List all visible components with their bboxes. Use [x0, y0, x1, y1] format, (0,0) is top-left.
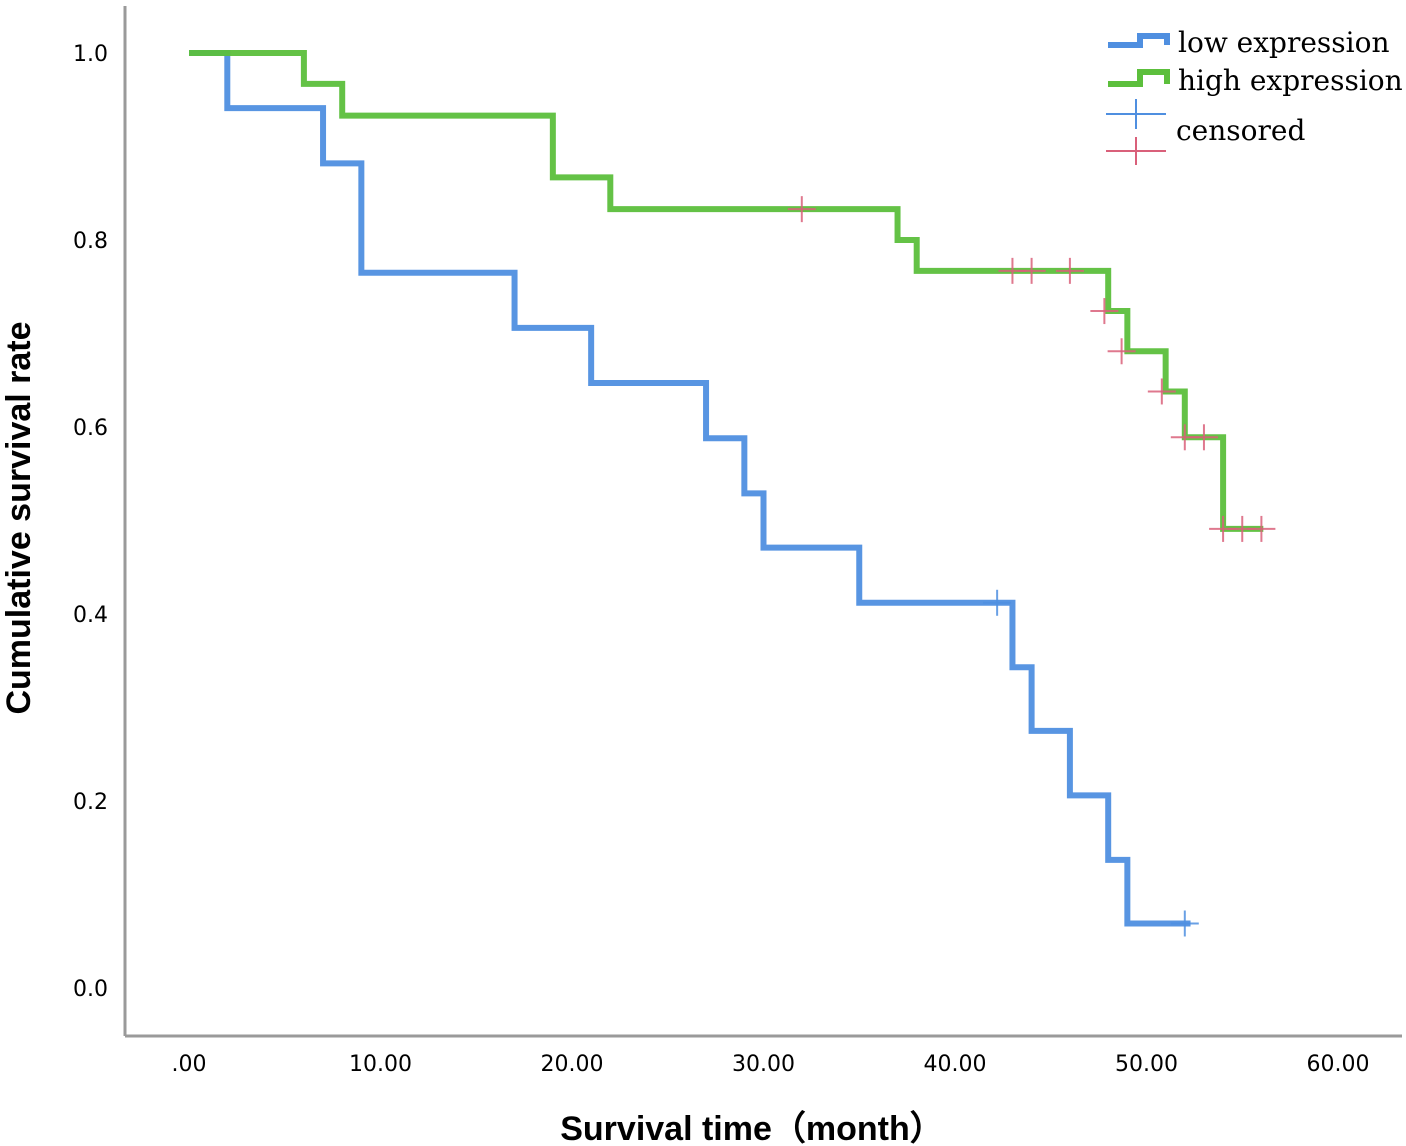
high-expression-curve	[189, 50, 1264, 532]
low-censor-mark	[983, 589, 1012, 616]
high-censor-mark	[1247, 515, 1276, 542]
x-tick-label: 30.00	[732, 1052, 795, 1077]
y-tick-label: 1.0	[73, 42, 108, 67]
high-censor-mark	[1189, 424, 1218, 451]
y-tick-label: 0.0	[73, 977, 108, 1002]
legend-low-label: low expression	[1178, 26, 1390, 59]
x-tick-label: 50.00	[1115, 1052, 1178, 1077]
high-censor-mark	[1107, 338, 1136, 365]
x-tick-label: .00	[172, 1052, 207, 1077]
legend: low expression high expression censored	[1106, 26, 1403, 165]
x-tick-label: 40.00	[924, 1052, 987, 1077]
y-tick-label: 0.8	[73, 229, 108, 254]
axes	[123, 6, 1402, 1038]
x-tick-label: 10.00	[349, 1052, 412, 1077]
low-expression-curve	[189, 50, 1191, 927]
high-censor-mark	[787, 196, 816, 223]
x-tick-label: 20.00	[541, 1052, 604, 1077]
low-censor-mark	[1170, 910, 1199, 937]
high-censor-mark	[1055, 257, 1084, 284]
x-axis-title: Survival time（month）	[560, 1109, 944, 1146]
legend-censored-label: censored	[1176, 114, 1305, 147]
high-censor-mark	[1090, 298, 1119, 325]
y-tick-labels: 0.0 0.2 0.4 0.6 0.8 1.0	[73, 42, 108, 1002]
legend-low-swatch	[1108, 33, 1170, 48]
legend-censored-swatch	[1106, 99, 1166, 165]
y-tick-label: 0.4	[73, 603, 108, 628]
y-axis-title: Cumulative survival rate	[0, 321, 38, 714]
legend-high-label: high expression	[1178, 64, 1403, 97]
x-tick-label: 60.00	[1307, 1052, 1370, 1077]
y-tick-label: 0.2	[73, 790, 108, 815]
plot-area	[189, 50, 1276, 937]
high-censor-mark	[1147, 378, 1176, 405]
legend-high-swatch	[1108, 69, 1170, 87]
high-censor-mark	[1017, 257, 1046, 284]
x-tick-labels: .00 10.00 20.00 30.00 40.00 50.00 60.00	[172, 1052, 1370, 1077]
y-tick-label: 0.6	[73, 416, 108, 441]
